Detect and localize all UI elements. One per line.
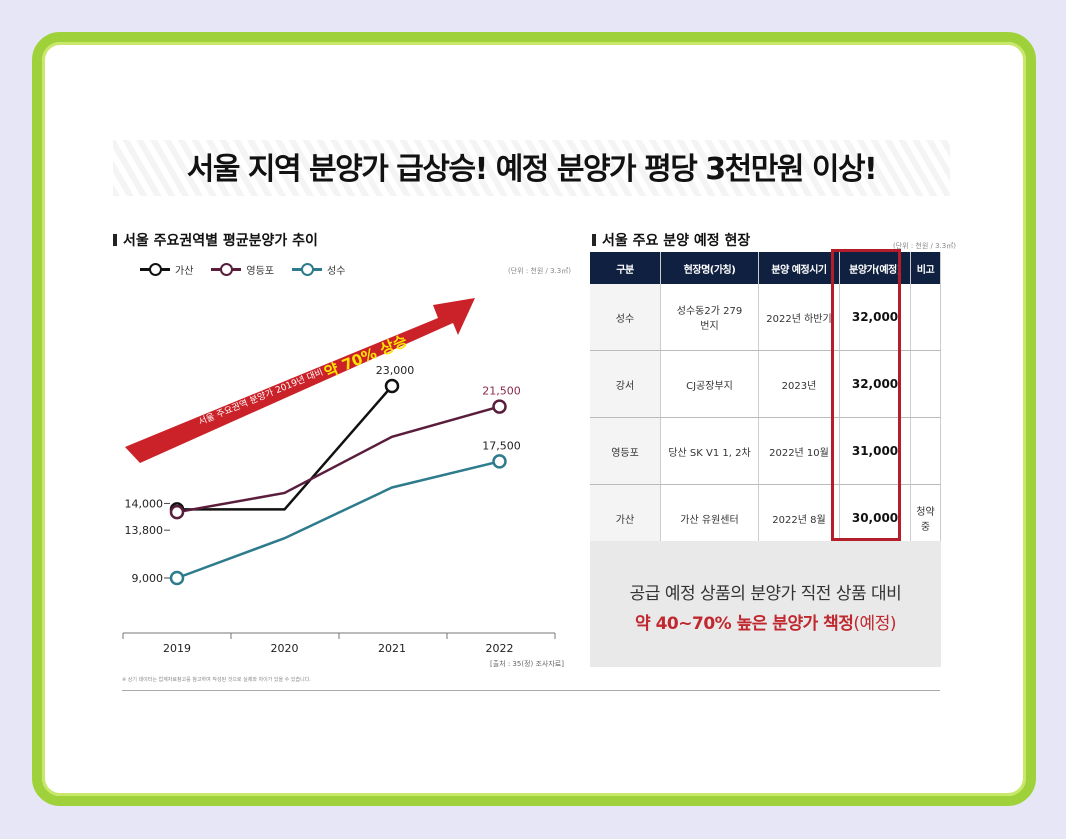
legend-swatch-gasan [140,263,170,276]
x-tick-label-2021: 2021 [378,642,406,655]
data-label: 23,000 [376,364,415,377]
legend-item-gasan: 가산 [140,262,193,277]
cell-time: 2022년 하반기 [758,284,840,351]
cell-time: 2022년 8월 [758,484,840,552]
data-point-1-0 [169,504,185,520]
cell-time: 2022년 10월 [758,417,840,485]
cell-note [910,350,941,418]
cell-site: 가산 유원센터 [660,484,759,552]
table-row: 가산 가산 유원센터 2022년 8월 30,000 청약중 [590,484,941,552]
data-label: 13,800 [125,524,164,537]
price-highlight-box [831,249,901,541]
x-tick-label-2019: 2019 [163,642,191,655]
chart-section-title: 서울 주요권역별 평균분양가 추이 [113,230,318,250]
cell-area: 강서 [590,350,661,418]
cell-note [910,417,941,485]
table-section-title: 서울 주요 분양 예정 현장 [592,230,750,250]
cell-area: 가산 [590,484,661,552]
data-label: 14,000 [125,497,164,510]
header-note: 비고 [910,252,941,284]
summary-highlight: 약 40~70% 높은 분양가 책정 [635,614,854,634]
cell-site: CJ공장부지 [660,350,759,418]
cell-note [910,284,941,351]
data-point-1-3 [492,399,507,414]
rise-arrow: 서울 주요권역 분양가 2019년 대비 약 70% 상승 [125,298,475,463]
x-tick-label-2022: 2022 [486,642,514,655]
header-time: 분양 예정시기 [758,252,840,284]
chart-source: [출처 : 35(정) 조사자료] [490,660,564,668]
data-point-0-2 [384,378,400,394]
banner-title: 서울 지역 분양가 급상승! 예정 분양가 평당 3천만원 이상! [186,152,878,187]
series-group [169,378,507,586]
cell-area: 영등포 [590,417,661,485]
cell-note: 청약중 [910,484,941,552]
legend-item-yeongdeungpo: 영등포 [211,262,274,277]
cell-site: 당산 SK V1 1, 2차 [660,417,759,485]
legend-label-seongsu: 성수 [327,266,346,277]
rise-arrow-shape [125,298,475,463]
table-unit: (단위 : 천원 / 3.3㎡) [893,242,956,250]
data-label: 9,000 [132,572,164,585]
data-label: 17,500 [482,439,521,452]
data-label: 21,500 [482,385,521,398]
title-banner: 서울 지역 분양가 급상승! 예정 분양가 평당 3천만원 이상! [113,140,950,196]
data-labels: 14,000 13,800 9,000 23,000 21,500 17,500 [125,364,521,585]
data-point-2-3 [492,454,507,469]
legend-label-gasan: 가산 [175,266,194,277]
legend-swatch-seongsu [292,263,323,276]
series-line-0 [177,385,393,511]
series-line-2 [176,460,500,580]
table-header-row: 구분 현장명(가칭) 분양 예정시기 분양가(예정) 비고 [590,252,941,284]
bottom-rule [122,690,940,691]
summary-line-1: 공급 예정 상품의 분양가 직전 상품 대비 [629,584,902,604]
cell-area: 성수 [590,284,661,351]
chart-legend: 가산 영등포 성수 [140,262,345,277]
cell-site: 성수동2가 279번지 [660,284,759,351]
x-axis: 2019 2020 2021 2022 [122,632,556,655]
summary-line-2: 약 40~70% 높은 분양가 책정(예정) [590,609,941,634]
legend-label-yeongdeungpo: 영등포 [246,266,275,277]
data-point-2-0 [169,570,185,586]
sites-table: 구분 현장명(가칭) 분양 예정시기 분양가(예정) 비고 성수 성수동2가 2… [590,252,941,552]
summary-box: 공급 예정 상품의 분양가 직전 상품 대비 약 40~70% 높은 분양가 책… [590,541,941,667]
legend-item-seongsu: 성수 [292,262,345,277]
chart-unit: (단위 : 천원 / 3.3㎡) [508,267,571,275]
x-tick-label-2020: 2020 [271,642,299,655]
cell-time: 2023년 [758,350,840,418]
summary-tail: (예정) [853,614,896,634]
legend-swatch-yeongdeungpo [211,263,242,276]
series-line-1 [176,405,500,514]
header-area: 구분 [590,252,661,284]
chart-footnote: ※ 상기 데이터는 업계자료참고를 참고하여 작성된 것으로 실제와 차이가 있… [122,677,311,683]
table-row: 강서 CJ공장부지 2023년 32,000 [590,350,941,418]
header-site: 현장명(가칭) [660,252,759,284]
rise-arrow-text: 서울 주요권역 분양가 2019년 대비 [197,366,325,428]
